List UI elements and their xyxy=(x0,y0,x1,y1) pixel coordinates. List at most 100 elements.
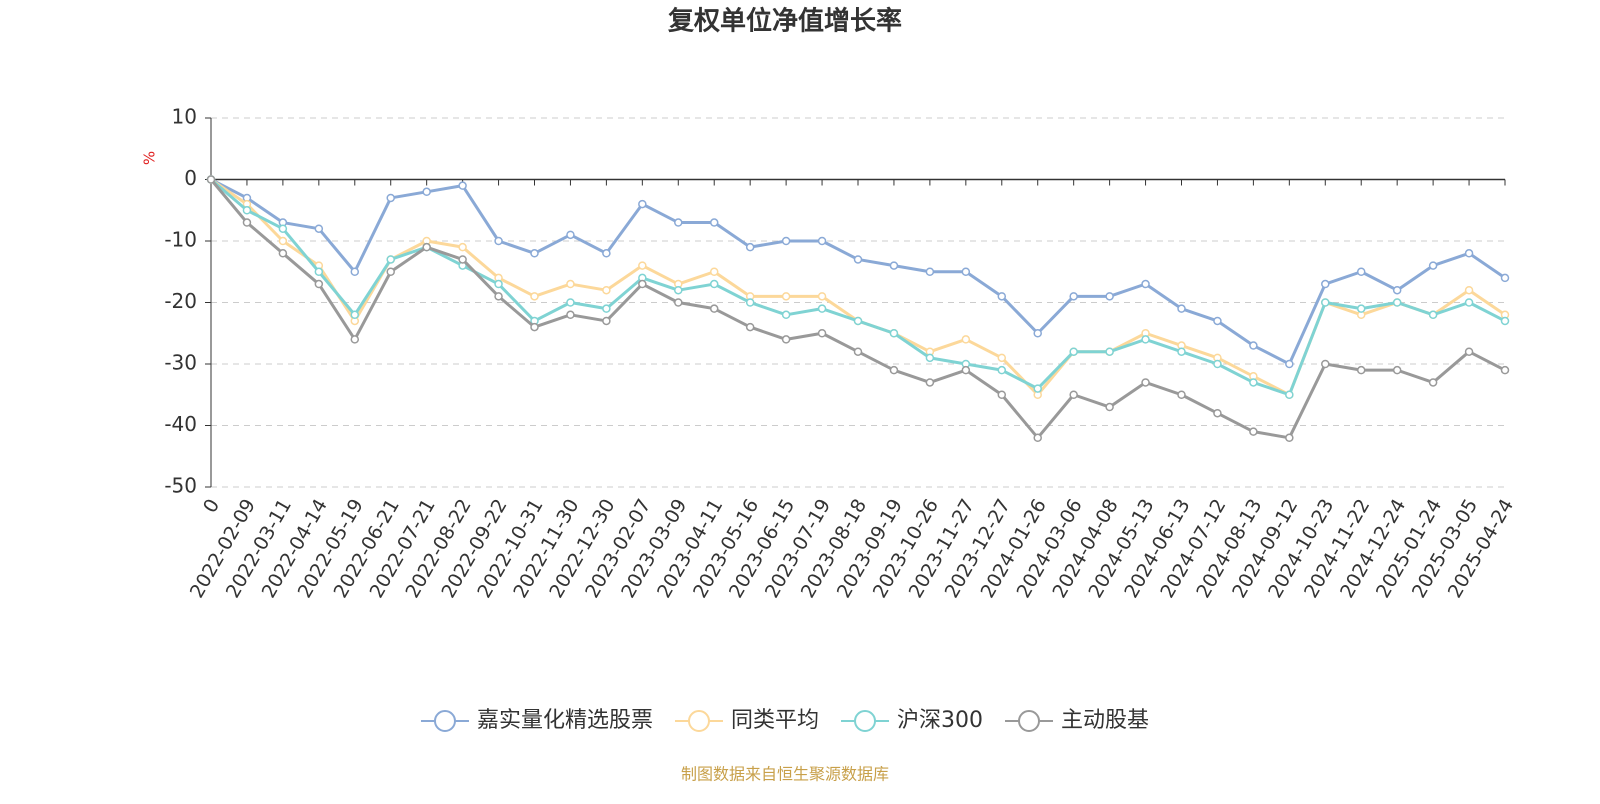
point xyxy=(350,310,360,320)
point xyxy=(314,267,324,276)
point xyxy=(781,310,791,320)
point xyxy=(638,261,647,270)
point xyxy=(925,267,935,276)
point xyxy=(1249,427,1258,436)
point xyxy=(1105,347,1114,356)
point xyxy=(709,279,719,289)
point xyxy=(386,267,395,276)
point xyxy=(242,206,252,215)
point xyxy=(1321,298,1330,307)
point xyxy=(386,193,395,203)
point xyxy=(925,378,935,387)
x-tick-label: 0 xyxy=(199,495,224,516)
point xyxy=(350,335,360,344)
point xyxy=(1177,390,1186,399)
point xyxy=(1033,433,1042,443)
legend-marker xyxy=(854,710,877,732)
point xyxy=(853,255,863,264)
y-tick-label: -30 xyxy=(164,351,197,375)
y-tick-label: 10 xyxy=(172,105,197,129)
point xyxy=(638,199,647,209)
legend-marker xyxy=(433,710,456,732)
point xyxy=(1464,285,1474,295)
point xyxy=(1321,279,1330,289)
point xyxy=(1285,359,1294,369)
point xyxy=(853,347,863,356)
point xyxy=(1069,347,1078,356)
point xyxy=(817,304,827,313)
point xyxy=(278,249,288,258)
point xyxy=(997,390,1007,399)
point xyxy=(458,242,467,252)
point xyxy=(1033,384,1042,393)
point xyxy=(494,279,503,289)
point xyxy=(1321,359,1330,369)
point xyxy=(1392,365,1402,375)
point xyxy=(1141,378,1150,387)
point xyxy=(494,292,503,301)
point xyxy=(1177,347,1186,356)
point xyxy=(1249,341,1258,350)
legend-marker xyxy=(1018,710,1041,732)
point xyxy=(530,292,539,301)
legend-marker xyxy=(687,710,710,732)
y-axis-label: % xyxy=(141,151,159,165)
point xyxy=(278,236,288,246)
point xyxy=(422,187,431,197)
point xyxy=(638,279,647,289)
legend: 嘉实量化精选股票 同类平均 沪深300 主动股基 xyxy=(420,708,1149,733)
point xyxy=(1500,365,1510,375)
legend-label: 同类平均 xyxy=(731,708,819,733)
point xyxy=(1105,402,1114,412)
point xyxy=(674,285,683,295)
point xyxy=(602,316,611,326)
series-line xyxy=(209,178,1506,440)
point xyxy=(566,310,575,320)
point xyxy=(1392,298,1402,307)
source-note: 制图数据来自恒生聚源数据库 xyxy=(681,765,889,784)
point xyxy=(422,242,431,252)
point xyxy=(817,236,827,246)
point xyxy=(1464,249,1474,258)
point xyxy=(242,218,252,227)
series-line xyxy=(210,178,1506,397)
series-line xyxy=(210,178,1506,397)
point xyxy=(853,316,863,326)
point xyxy=(1213,316,1222,326)
point xyxy=(1464,298,1474,307)
legend-label: 主动股基 xyxy=(1061,708,1149,733)
point xyxy=(1285,433,1294,443)
legend-item: 沪深300 xyxy=(841,708,983,733)
point xyxy=(1428,310,1438,320)
point xyxy=(997,353,1007,363)
y-tick-label: -50 xyxy=(164,474,197,498)
legend-item: 嘉实量化精选股票 xyxy=(420,708,653,733)
point xyxy=(1249,378,1258,387)
point xyxy=(817,329,827,338)
point xyxy=(602,249,611,258)
point xyxy=(1356,365,1366,375)
point xyxy=(1392,285,1402,295)
point xyxy=(1213,359,1222,369)
y-tick-label: 0 xyxy=(184,166,197,190)
point xyxy=(1464,347,1474,356)
point xyxy=(745,298,755,307)
point xyxy=(494,236,503,246)
point xyxy=(674,218,683,227)
point xyxy=(889,329,899,338)
point xyxy=(889,365,899,375)
point xyxy=(961,267,971,276)
point xyxy=(1285,390,1294,399)
point xyxy=(1428,261,1438,270)
point xyxy=(781,335,791,344)
point xyxy=(314,279,324,289)
point xyxy=(997,292,1007,301)
point xyxy=(1105,292,1114,301)
legend-item: 主动股基 xyxy=(1005,708,1149,733)
point xyxy=(1141,279,1150,289)
point xyxy=(566,230,575,240)
point xyxy=(781,292,791,301)
point xyxy=(709,267,719,276)
point xyxy=(350,267,360,276)
